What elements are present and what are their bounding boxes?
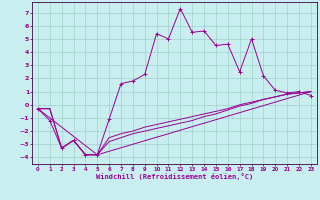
X-axis label: Windchill (Refroidissement éolien,°C): Windchill (Refroidissement éolien,°C) bbox=[96, 173, 253, 180]
